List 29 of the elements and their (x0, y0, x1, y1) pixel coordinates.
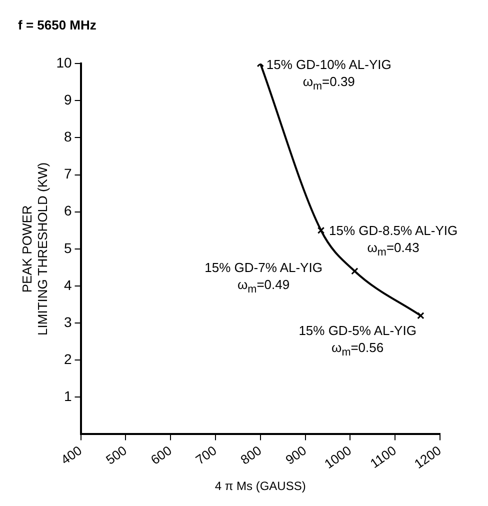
annotation: 15% GD-5% AL-YIG ω$_{m}$=0.56 (298, 322, 416, 360)
x-tick-label: 900 (282, 442, 310, 468)
y-tick-label: 9 (64, 92, 72, 108)
x-tick-label: 700 (192, 442, 220, 468)
y-axis-title: PEAK POWER LIMITING THRESHOLD (KW) (19, 162, 50, 336)
annotation: 15% GD-10% AL-YIG ω$_{m}$=0.39 (266, 56, 392, 94)
x-axis-title: 4 π Ms (GAUSS) (214, 479, 306, 494)
y-tick-label: 1 (64, 388, 72, 404)
y-tick-label: 7 (64, 166, 72, 182)
y-tick-label: 2 (64, 350, 72, 367)
y-tick-label: 4 (64, 276, 72, 293)
x-tick-label: 500 (103, 442, 130, 468)
annotation: 15% GD-7% AL-YIG ω$_{m}$=0.49 (204, 259, 322, 298)
x-tick-label: 1100 (367, 442, 399, 472)
chart-title: f = 5650 MHz (18, 17, 97, 32)
x-tick-label: 600 (148, 442, 174, 468)
annotation: 15% GD-8.5% AL-YIG ω$_{m}$=0.43 (329, 222, 458, 261)
point (417, 312, 424, 320)
y-tick-label: 5 (64, 240, 72, 256)
y-tick-label: 3 (64, 314, 72, 330)
x-tick-label: 800 (238, 442, 264, 468)
x-tick-label: 400 (58, 442, 85, 468)
x-tick-label: 1000 (322, 442, 354, 472)
point (351, 268, 358, 275)
y-tick-label: 8 (64, 128, 72, 145)
y-tick-label: 6 (64, 202, 72, 219)
x-tick-label: 1200 (411, 442, 444, 472)
y-tick-label: 10 (56, 54, 72, 70)
point (317, 226, 325, 234)
